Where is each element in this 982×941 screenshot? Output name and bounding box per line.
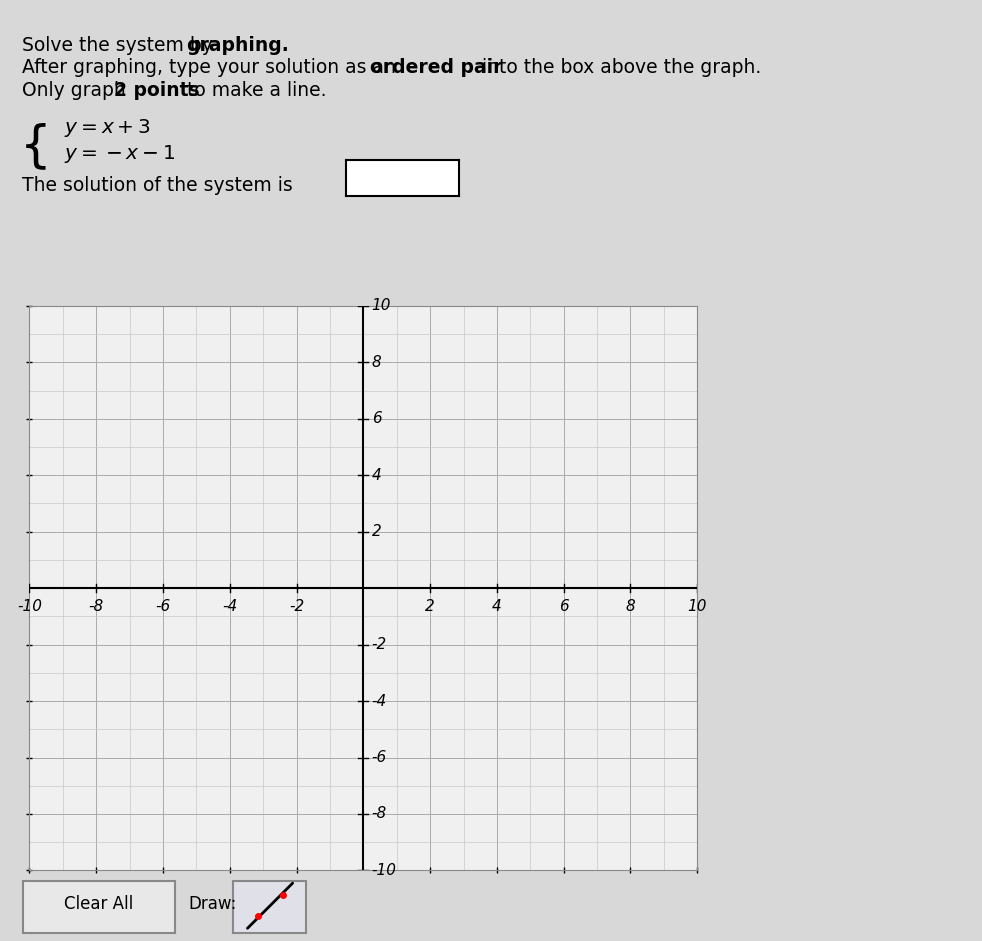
Text: -6: -6: [155, 599, 171, 614]
Text: $y = x + 3$: $y = x + 3$: [64, 117, 150, 138]
Text: into the box above the graph.: into the box above the graph.: [476, 58, 761, 77]
Text: 2 points: 2 points: [114, 81, 199, 100]
Text: 2: 2: [371, 524, 381, 539]
Text: -2: -2: [371, 637, 387, 652]
Text: 2: 2: [425, 599, 435, 614]
Text: 6: 6: [559, 599, 569, 614]
Text: 8: 8: [371, 355, 381, 370]
Text: -6: -6: [371, 750, 387, 765]
Text: {: {: [20, 122, 51, 170]
Text: After graphing, type your solution as an: After graphing, type your solution as an: [22, 58, 402, 77]
Text: -2: -2: [289, 599, 304, 614]
Text: -4: -4: [222, 599, 238, 614]
Text: 6: 6: [371, 411, 381, 426]
Text: 10: 10: [687, 599, 707, 614]
Text: 8: 8: [626, 599, 635, 614]
Text: Clear All: Clear All: [64, 895, 133, 914]
Text: -10: -10: [371, 863, 397, 878]
Text: -8: -8: [88, 599, 104, 614]
FancyBboxPatch shape: [23, 882, 175, 933]
Text: to make a line.: to make a line.: [181, 81, 326, 100]
Text: ordered pair: ordered pair: [370, 58, 503, 77]
Text: 4: 4: [492, 599, 502, 614]
Text: $y = -x - 1$: $y = -x - 1$: [64, 143, 175, 165]
Text: -8: -8: [371, 806, 387, 821]
Text: 4: 4: [371, 468, 381, 483]
Text: -4: -4: [371, 694, 387, 709]
Text: 10: 10: [371, 298, 391, 313]
Text: Only graph: Only graph: [22, 81, 132, 100]
Text: Draw:: Draw:: [189, 895, 237, 914]
Text: graphing.: graphing.: [187, 36, 290, 55]
Text: The solution of the system is: The solution of the system is: [22, 176, 293, 195]
Text: Solve the system by: Solve the system by: [22, 36, 218, 55]
Text: -10: -10: [17, 599, 42, 614]
FancyBboxPatch shape: [233, 882, 306, 933]
